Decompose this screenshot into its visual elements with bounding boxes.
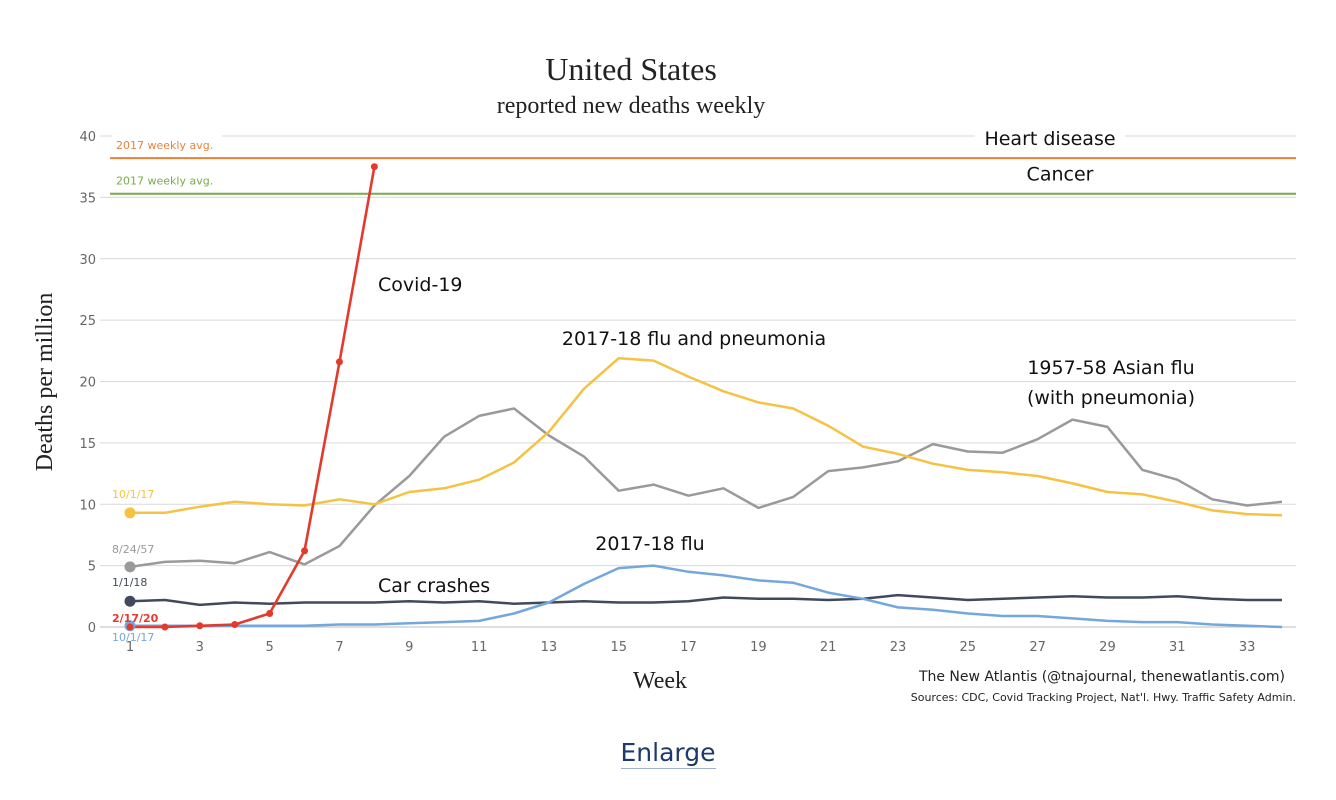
- x-tick-label: 15: [610, 640, 627, 655]
- chart-svg: United States reported new deaths weekly…: [32, 51, 1296, 704]
- y-tick-label: 20: [79, 376, 96, 391]
- y-tick-label: 15: [79, 437, 96, 452]
- y-tick-label: 35: [79, 191, 96, 206]
- reference-lines: 2017 weekly avg. Heart disease 2017 weekly…: [110, 128, 1296, 195]
- series-line: [130, 356, 1283, 517]
- x-tick-labels: 1 3 5 7 9 11 13 15 17 19 21 23 25 27 29 31 33: [126, 640, 1256, 655]
- x-tick-label: 7: [335, 640, 343, 655]
- data-point: [301, 547, 309, 555]
- enlarge-link[interactable]: Enlarge: [620, 738, 716, 769]
- reference-name: Heart disease: [984, 128, 1115, 150]
- x-axis-label: Week: [633, 668, 687, 694]
- x-tick-label: 5: [265, 640, 273, 655]
- x-tick-label: 31: [1169, 640, 1186, 655]
- y-tick-label: 40: [79, 130, 96, 145]
- series-line: [129, 593, 1282, 607]
- reference-name-bg: [975, 130, 1125, 153]
- start-marker: [124, 595, 136, 607]
- series-label: Car crashes: [378, 575, 490, 597]
- x-tick-label: 27: [1029, 640, 1046, 655]
- x-tick-label: 29: [1099, 640, 1116, 655]
- y-tick-label: 30: [79, 253, 96, 268]
- enlarge-link-container: Enlarge: [0, 738, 1336, 769]
- series-lines: [124, 163, 1283, 632]
- series-label: 2017-18 flu: [595, 533, 704, 555]
- y-tick-labels: 0 5 10 15 20 25 30 35 40: [79, 130, 96, 636]
- series-line: [129, 407, 1283, 569]
- start-date-label: 1/1/18: [112, 576, 147, 589]
- y-axis-label: Deaths per million: [32, 293, 58, 472]
- x-tick-label: 13: [541, 640, 558, 655]
- y-tick-label: 5: [88, 560, 96, 575]
- series-label: Covid-19: [378, 274, 463, 296]
- chart-title: United States: [545, 51, 717, 87]
- y-tick-label: 0: [88, 621, 96, 636]
- reference-name-bg: [1010, 165, 1110, 188]
- reference-note: 2017 weekly avg.: [116, 175, 213, 188]
- data-point: [231, 621, 239, 629]
- start-date-label: 2/17/20: [112, 612, 159, 625]
- x-tick-label: 23: [890, 640, 907, 655]
- y-tick-label: 10: [79, 498, 96, 513]
- data-point: [370, 163, 378, 171]
- series-line: [130, 166, 376, 629]
- x-tick-label: 9: [405, 640, 413, 655]
- y-tick-label: 25: [79, 314, 96, 329]
- source-credit: The New Atlantis (@tnajournal, thenewatl…: [918, 669, 1285, 685]
- x-tick-label: 3: [196, 640, 204, 655]
- start-date-label: 10/1/17: [112, 488, 154, 501]
- data-point: [335, 358, 343, 366]
- data-point: [266, 609, 274, 617]
- start-marker: [124, 507, 136, 519]
- start-marker: [124, 561, 136, 573]
- start-marker: [126, 623, 134, 631]
- start-date-label: 10/1/17: [112, 631, 154, 644]
- data-point: [196, 622, 204, 630]
- series-line: [130, 564, 1283, 629]
- chart-subtitle: reported new deaths weekly: [497, 93, 766, 119]
- reference-note-bg: [112, 169, 222, 188]
- start-date-label: 8/24/57: [112, 543, 154, 556]
- x-tick-label: 19: [750, 640, 767, 655]
- series-label: 1957-58 Asian flu (with pneumonia): [1027, 357, 1195, 409]
- annotations: 8/24/57 10/1/17 1/1/18 10/1/17 2/17/20 Covid-…: [112, 274, 1195, 644]
- x-tick-label: 21: [820, 640, 837, 655]
- reference-note: 2017 weekly avg.: [116, 139, 213, 152]
- data-point: [161, 623, 169, 631]
- x-tick-label: 11: [471, 640, 488, 655]
- reference-note-bg: [112, 134, 222, 153]
- x-tick-label: 25: [960, 640, 977, 655]
- x-tick-label: 33: [1239, 640, 1256, 655]
- reference-name: Cancer: [1027, 164, 1094, 186]
- series-label: 2017-18 flu and pneumonia: [562, 328, 826, 350]
- sources-note: Sources: CDC, Covid Tracking Project, Na…: [911, 691, 1296, 704]
- x-tick-label: 17: [680, 640, 697, 655]
- x-tick-label: 1: [126, 640, 134, 655]
